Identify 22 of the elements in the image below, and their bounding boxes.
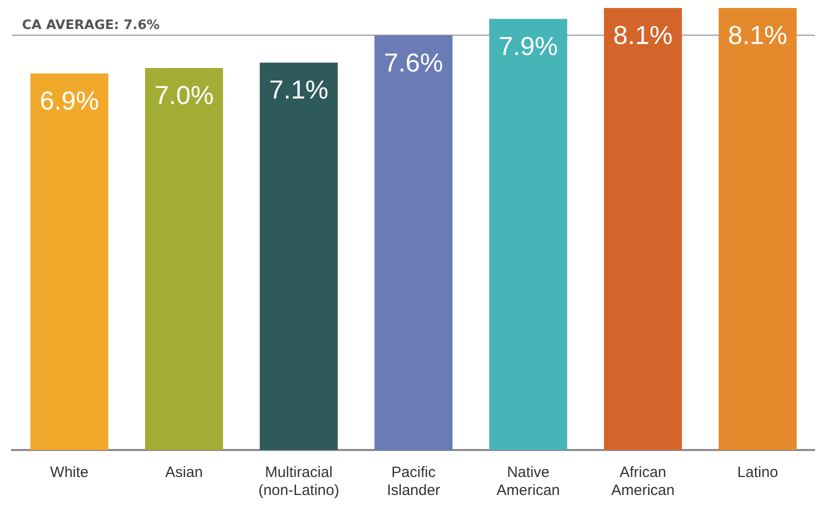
x-tick-label: Asian [165,464,203,482]
data-label: 8.1% [613,20,673,50]
bar [604,8,682,450]
data-label: 7.9% [498,31,558,62]
ref-line-label: CA AVERAGE: 7.6% [22,18,160,34]
bar [145,68,224,450]
bar [489,18,568,450]
data-label: 7.6% [384,47,444,78]
data-label: 7.0% [154,80,214,110]
bar [718,8,797,450]
data-label: 7.1% [269,74,328,105]
x-tick-label: White [50,464,89,482]
x-tick-label: Native American [496,464,560,500]
x-tick-label: Latino [737,464,778,482]
x-tick-label: Pacific Islander [386,464,440,500]
x-tick-label: African American [611,464,675,500]
data-label: 8.1% [728,20,788,50]
bar [374,35,453,450]
x-tick-label: Multiracial (non-Latino) [258,464,340,500]
data-label: 6.9% [40,86,99,116]
bar [30,73,108,450]
bar [260,62,338,450]
